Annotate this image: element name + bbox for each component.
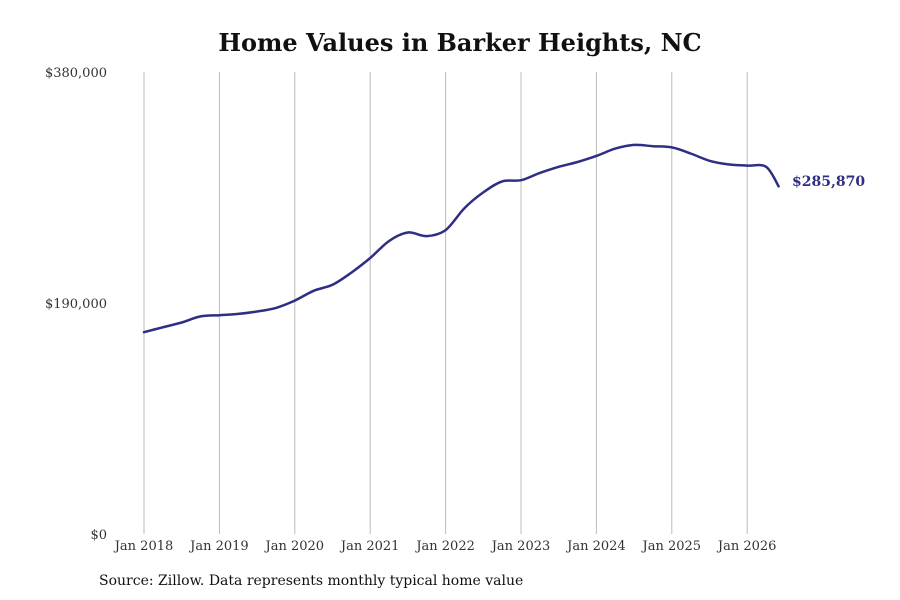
chart-title: Home Values in Barker Heights, NC [218, 28, 701, 57]
x-tick-label: Jan 2018 [113, 539, 174, 554]
x-tick-label: Jan 2024 [565, 539, 626, 554]
y-tick-label: $190,000 [45, 297, 107, 312]
x-tick-label: Jan 2022 [414, 539, 475, 554]
x-tick-label: Jan 2020 [264, 539, 325, 554]
end-value-label: $285,870 [792, 174, 865, 190]
y-tick-label: $0 [90, 528, 107, 543]
x-tick-label: Jan 2025 [641, 539, 702, 554]
x-tick-label: Jan 2021 [339, 539, 400, 554]
y-tick-label: $380,000 [45, 66, 107, 81]
x-tick-label: Jan 2023 [490, 539, 551, 554]
y-axis: $0 $190,000 $380,000 [45, 66, 107, 543]
x-axis: Jan 2018 Jan 2019 Jan 2020 Jan 2021 Jan 2022… [113, 539, 777, 554]
grid-lines [143, 72, 748, 534]
x-tick-label: Jan 2026 [716, 539, 777, 554]
source-note: Source: Zillow. Data represents monthly … [99, 573, 524, 589]
series-line [142, 143, 780, 334]
x-tick-label: Jan 2019 [188, 539, 249, 554]
